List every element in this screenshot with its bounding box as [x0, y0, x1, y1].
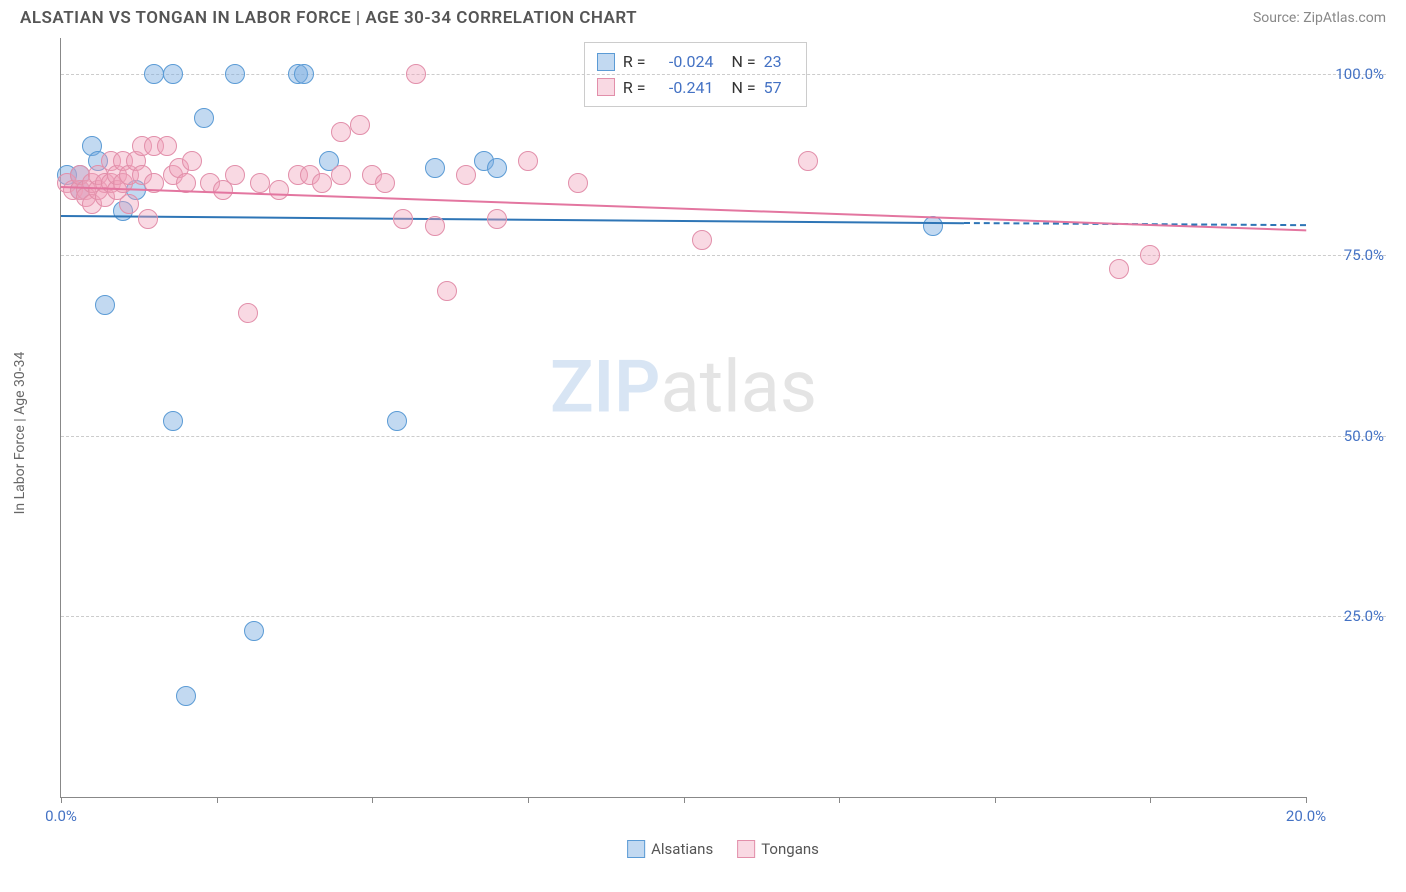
legend-row-tongans: R = -0.241 N = 57 — [597, 75, 794, 101]
data-point-tongans — [692, 230, 712, 250]
data-point-tongans — [312, 173, 332, 193]
data-point-tongans — [375, 173, 395, 193]
legend-row-alsatians: R = -0.024 N = 23 — [597, 49, 794, 75]
source-label: Source: ZipAtlas.com — [1253, 10, 1386, 26]
data-point-tongans — [331, 122, 351, 142]
gridline — [61, 74, 1386, 75]
data-point-alsatians — [225, 64, 245, 84]
data-point-tongans — [406, 64, 426, 84]
r-label: R = — [623, 49, 646, 75]
y-tick-label: 50.0% — [1314, 427, 1384, 445]
legend-item-alsatians: Alsatians — [627, 840, 713, 858]
data-point-alsatians — [163, 411, 183, 431]
n-label: N = — [732, 75, 756, 101]
swatch-tongans-icon — [597, 78, 615, 96]
data-point-tongans — [456, 165, 476, 185]
n-label: N = — [732, 49, 756, 75]
y-tick-label: 25.0% — [1314, 607, 1384, 625]
swatch-alsatians-icon — [627, 840, 645, 858]
data-point-tongans — [425, 216, 445, 236]
trend-line-alsatians — [61, 215, 964, 224]
data-point-tongans — [798, 151, 818, 171]
data-point-tongans — [1140, 245, 1160, 265]
x-tick — [528, 797, 529, 803]
x-tick-label: 20.0% — [1286, 807, 1326, 825]
data-point-alsatians — [176, 686, 196, 706]
watermark: ZIPatlas — [550, 345, 817, 430]
legend-item-tongans: Tongans — [737, 840, 819, 858]
trend-line-tongans — [61, 186, 1306, 231]
legend-label-tongans: Tongans — [761, 840, 819, 858]
data-point-tongans — [1109, 259, 1129, 279]
data-point-tongans — [119, 194, 139, 214]
x-tick — [1306, 797, 1307, 803]
data-point-alsatians — [194, 108, 214, 128]
n-value-tongans: 57 — [764, 75, 794, 101]
x-tick — [61, 797, 62, 803]
data-point-tongans — [350, 115, 370, 135]
data-point-alsatians — [294, 64, 314, 84]
swatch-tongans-icon — [737, 840, 755, 858]
data-point-tongans — [331, 165, 351, 185]
x-tick — [217, 797, 218, 803]
x-tick — [684, 797, 685, 803]
y-tick-label: 100.0% — [1314, 65, 1384, 83]
chart-container: In Labor Force | Age 30-34 ZIPatlas R = … — [60, 38, 1386, 828]
data-point-alsatians — [487, 158, 507, 178]
data-point-tongans — [182, 151, 202, 171]
data-point-tongans — [250, 173, 270, 193]
r-label: R = — [623, 75, 646, 101]
data-point-alsatians — [387, 411, 407, 431]
data-point-tongans — [225, 165, 245, 185]
data-point-alsatians — [425, 158, 445, 178]
r-value-alsatians: -0.024 — [654, 49, 714, 75]
n-value-alsatians: 23 — [764, 49, 794, 75]
data-point-alsatians — [244, 621, 264, 641]
gridline — [61, 255, 1386, 256]
data-point-tongans — [568, 173, 588, 193]
data-point-tongans — [138, 209, 158, 229]
swatch-alsatians-icon — [597, 53, 615, 71]
r-value-tongans: -0.241 — [654, 75, 714, 101]
y-tick-label: 75.0% — [1314, 246, 1384, 264]
x-tick — [995, 797, 996, 803]
data-point-alsatians — [163, 64, 183, 84]
x-tick — [372, 797, 373, 803]
data-point-tongans — [487, 209, 507, 229]
data-point-tongans — [518, 151, 538, 171]
data-point-tongans — [157, 136, 177, 156]
x-tick — [1150, 797, 1151, 803]
gridline — [61, 616, 1386, 617]
legend-label-alsatians: Alsatians — [651, 840, 713, 858]
data-point-tongans — [269, 180, 289, 200]
x-tick-label: 0.0% — [45, 807, 77, 825]
data-point-alsatians — [923, 216, 943, 236]
bottom-legend: Alsatians Tongans — [627, 840, 819, 858]
x-tick — [839, 797, 840, 803]
data-point-tongans — [437, 281, 457, 301]
plot-area: ZIPatlas R = -0.024 N = 23 R = -0.241 N … — [60, 38, 1306, 798]
data-point-alsatians — [144, 64, 164, 84]
data-point-tongans — [393, 209, 413, 229]
gridline — [61, 436, 1386, 437]
y-axis-label: In Labor Force | Age 30-34 — [12, 352, 28, 515]
chart-title: ALSATIAN VS TONGAN IN LABOR FORCE | AGE … — [20, 8, 637, 28]
data-point-alsatians — [95, 295, 115, 315]
data-point-tongans — [238, 303, 258, 323]
